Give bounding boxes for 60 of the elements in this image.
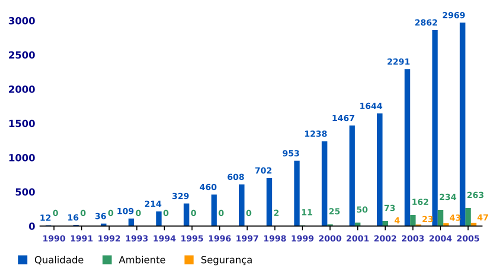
data-label: 0	[80, 210, 86, 216]
x-tick-label: 1996	[208, 235, 231, 242]
data-label: 953	[282, 150, 300, 156]
data-label: 0	[218, 210, 224, 216]
y-tick-label: 1000	[9, 154, 35, 162]
data-label: 214	[144, 200, 162, 207]
data-label: 702	[255, 167, 272, 174]
data-label: 2969	[442, 12, 465, 18]
data-label: 460	[200, 184, 216, 190]
x-tick-label: 2005	[457, 235, 480, 242]
x-tick-label: 1999	[292, 235, 314, 242]
x-tick-label: 2001	[346, 235, 369, 242]
data-label: 16	[68, 214, 78, 221]
data-label: 11	[302, 209, 312, 216]
data-label: 0	[52, 210, 58, 216]
data-label: 0	[136, 210, 141, 216]
y-tick-label: 0	[29, 222, 35, 230]
data-label: 109	[118, 208, 134, 214]
data-label: 73	[384, 204, 395, 212]
y-tick-label: 500	[16, 188, 35, 196]
data-label: 0	[191, 210, 196, 216]
x-tick-label: 1991	[70, 235, 93, 242]
data-label: 2291	[388, 58, 410, 65]
data-label: 0	[163, 210, 168, 216]
legend-label: Ambiente	[118, 256, 166, 264]
data-label: 25	[329, 208, 340, 214]
x-tick-label: 1992	[98, 235, 120, 242]
data-label: 47	[477, 214, 488, 220]
x-tick-label: 1998	[264, 235, 286, 242]
legend-label: Qualidade	[34, 256, 84, 264]
data-label: 2862	[415, 19, 438, 26]
data-label: 1467	[332, 114, 354, 122]
data-label: 1644	[360, 102, 382, 110]
data-label: 329	[172, 192, 189, 200]
data-label: 1238	[305, 130, 327, 137]
data-label: 12	[40, 214, 50, 221]
y-tick-label: 1500	[9, 120, 35, 128]
data-label: 162	[412, 198, 428, 206]
y-tick-label: 2000	[9, 86, 35, 93]
data-label: 234	[440, 194, 456, 200]
x-tick-label: 1994	[154, 235, 176, 242]
x-tick-label: 1997	[236, 235, 258, 242]
data-label: 0	[246, 210, 252, 216]
x-tick-label: 1993	[126, 235, 148, 242]
data-label: 36	[95, 212, 106, 220]
data-label: 608	[228, 174, 244, 180]
x-tick-label: 1990	[43, 235, 66, 242]
data-label: 0	[108, 210, 114, 216]
x-tick-label: 2004	[430, 235, 452, 242]
data-label: 50	[356, 206, 368, 213]
legend-label: Segurança	[201, 256, 252, 266]
x-tick-label: 1995	[181, 235, 204, 242]
x-tick-label: 2003	[402, 235, 424, 242]
x-tick-label: 2002	[374, 235, 396, 242]
x-tick-label: 2000	[319, 235, 342, 242]
y-tick-label: 3000	[8, 17, 35, 24]
data-label: 263	[467, 192, 484, 198]
y-tick-label: 2500	[9, 51, 35, 59]
data-label: 4	[394, 217, 400, 224]
data-label: 2	[274, 210, 279, 216]
